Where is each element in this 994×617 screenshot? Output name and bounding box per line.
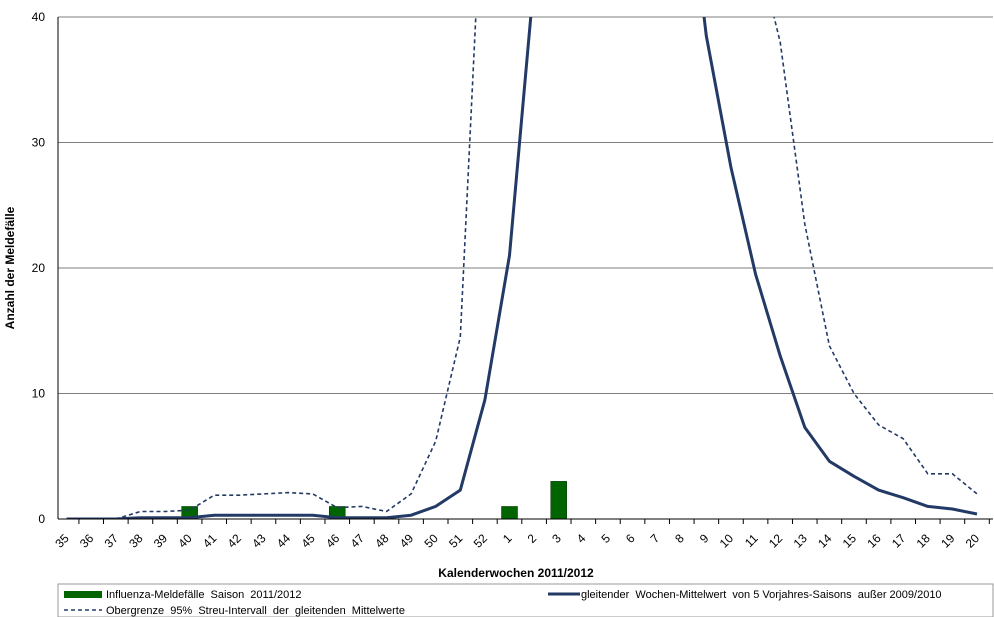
y-tick-label-30: 30: [32, 136, 46, 150]
y-tick-label-20: 20: [32, 261, 46, 275]
x-tick-label-6: 6: [623, 531, 638, 546]
legend-bar-label: Influenza-Meldefälle Saison 2011/2012: [106, 589, 302, 601]
bar-series: [181, 481, 567, 519]
y-tick-labels: 0 10 20 30 40: [32, 10, 46, 526]
x-tick-label-2: 2: [525, 531, 540, 546]
x-tick-label-48: 48: [372, 531, 392, 551]
gridlines: [58, 16, 993, 394]
x-tick-label-8: 8: [672, 531, 687, 546]
bar-1: [501, 506, 518, 519]
x-tick-label-3: 3: [549, 531, 564, 546]
x-tick-label-19: 19: [938, 531, 958, 551]
x-tick-label-12: 12: [766, 531, 786, 551]
x-tick-label-13: 13: [791, 531, 811, 551]
x-tick-label-4: 4: [574, 531, 589, 546]
x-tick-label-50: 50: [421, 531, 441, 551]
x-tick-label-10: 10: [717, 531, 737, 551]
x-tick-label-52: 52: [471, 531, 491, 551]
x-tick-label-35: 35: [52, 531, 72, 551]
legend-upper-label: Obergrenze 95% Streu-Intervall der gleit…: [106, 605, 405, 617]
axes: [57, 17, 993, 524]
x-tick-label-36: 36: [77, 531, 97, 551]
upper-bound-line: [66, 17, 978, 519]
y-tick-label-10: 10: [32, 387, 46, 401]
moving-average-line: [66, 17, 978, 519]
x-tick-label-16: 16: [864, 531, 884, 551]
y-tick-label-0: 0: [38, 512, 45, 526]
legend-box: [57, 583, 994, 617]
x-tick-labels: 35 36 37 38 39 40 41 42 43 44 45 46 47 48 49 50 51 52 1 2 3 4…: [52, 531, 982, 551]
x-tick-label-37: 37: [102, 531, 122, 551]
x-tick-label-41: 41: [200, 531, 220, 551]
legend-bar-swatch: [64, 591, 102, 598]
x-tick-label-40: 40: [175, 531, 195, 551]
x-tick-label-7: 7: [648, 531, 663, 546]
x-tick-label-38: 38: [126, 531, 146, 551]
x-tick-label-15: 15: [840, 531, 860, 551]
x-tick-label-42: 42: [225, 531, 245, 551]
x-tick-label-17: 17: [889, 531, 909, 551]
x-tick-label-46: 46: [323, 531, 343, 551]
bar-3: [550, 481, 567, 519]
x-tick-label-20: 20: [963, 531, 983, 551]
x-axis-title: Kalenderwochen 2011/2012: [438, 566, 594, 580]
x-tick-label-5: 5: [598, 531, 613, 546]
x-tick-label-43: 43: [249, 531, 269, 551]
x-tick-label-51: 51: [446, 531, 466, 551]
legend-mean-label: gleitender Wochen-Mittelwert von 5 Vorja…: [581, 589, 942, 601]
y-axis-title: Anzahl der Meldefälle: [3, 206, 17, 329]
x-tick-label-11: 11: [742, 531, 761, 550]
x-tick-label-45: 45: [298, 531, 318, 551]
y-tick-label-40: 40: [32, 10, 46, 24]
x-tick-label-49: 49: [397, 531, 417, 551]
x-tick-label-14: 14: [815, 531, 835, 551]
x-tick-label-9: 9: [697, 531, 712, 546]
x-tick-label-47: 47: [348, 531, 368, 551]
x-tick-label-44: 44: [274, 531, 294, 551]
legend: Influenza-Meldefälle Saison 2011/2012 gl…: [57, 583, 994, 617]
x-tick-label-39: 39: [151, 531, 171, 551]
x-tick-label-18: 18: [914, 531, 934, 551]
x-tick-label-1: 1: [500, 531, 515, 546]
line-series: [66, 17, 978, 519]
